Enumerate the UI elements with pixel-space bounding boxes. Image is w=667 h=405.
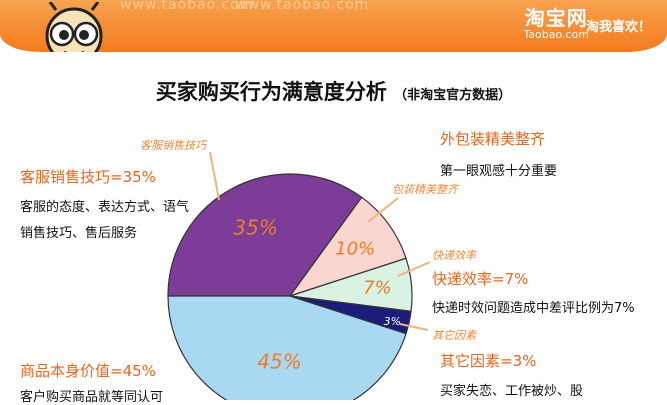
leader-line [397, 261, 431, 277]
pie-pct-label-4: 3% [384, 315, 401, 328]
watermark-text: www.taobao.com [120, 0, 255, 13]
chart-title: 买家购买行为满意度分析 （非淘宝官方数据） [0, 76, 667, 106]
pie-slice-2 [288, 196, 407, 298]
label-other-line1: 买家失恋、工作被炒、股 [440, 384, 584, 399]
tag-express: 快递效率 [432, 249, 476, 262]
label-express-line1: 快递时效问题造成中差评比例为7% [432, 301, 635, 316]
pie-pct-label-1: 35% [233, 216, 277, 240]
slogan: 淘我喜欢！ [585, 20, 651, 35]
tag-package: 包装精美整齐 [392, 183, 458, 196]
leader-line [209, 151, 220, 201]
pie-pct-label-5: 45% [257, 349, 301, 373]
watermark-text: www.taobao.com [235, 0, 370, 13]
taobao-banner: www.taobao.com www.taobao.com 淘宝网 Taobao… [0, 0, 667, 52]
tag-other: 其它因素 [432, 329, 476, 342]
taobao-logo: 淘宝网 Taobao.com [523, 8, 589, 41]
tag-service: 客服销售技巧 [140, 139, 206, 152]
label-product-line1: 客户购买商品就等同认可 [20, 390, 164, 405]
label-product-title: 商品本身价值=45% [20, 362, 156, 380]
label-other-title: 其它因素=3% [440, 352, 537, 370]
pie-slice-5 [167, 295, 407, 400]
label-package-line1: 第一眼观感十分重要 [440, 164, 558, 179]
leader-line [367, 197, 399, 223]
brand-domain: Taobao.com [523, 28, 589, 41]
pie-slice-1 [167, 173, 363, 297]
label-service-line1: 客服的态度、表达方式、语气 [20, 200, 190, 215]
title-text: 买家购买行为满意度分析 [155, 80, 387, 104]
chart-subtitle: （非淘宝官方数据） [394, 88, 512, 103]
label-service-line2: 销售技巧、售后服务 [20, 226, 138, 241]
label-package-title: 外包装精美整齐 [440, 130, 546, 148]
pie-pct-label-2: 10% [335, 239, 375, 260]
leader-line [399, 323, 429, 331]
mascot-logo [45, 2, 103, 52]
label-express-title: 快递效率=7% [432, 270, 529, 288]
brand-name: 淘宝网 [524, 6, 588, 30]
pie-pct-label-3: 7% [363, 278, 392, 299]
label-service-title: 客服销售技巧=35% [20, 168, 156, 186]
